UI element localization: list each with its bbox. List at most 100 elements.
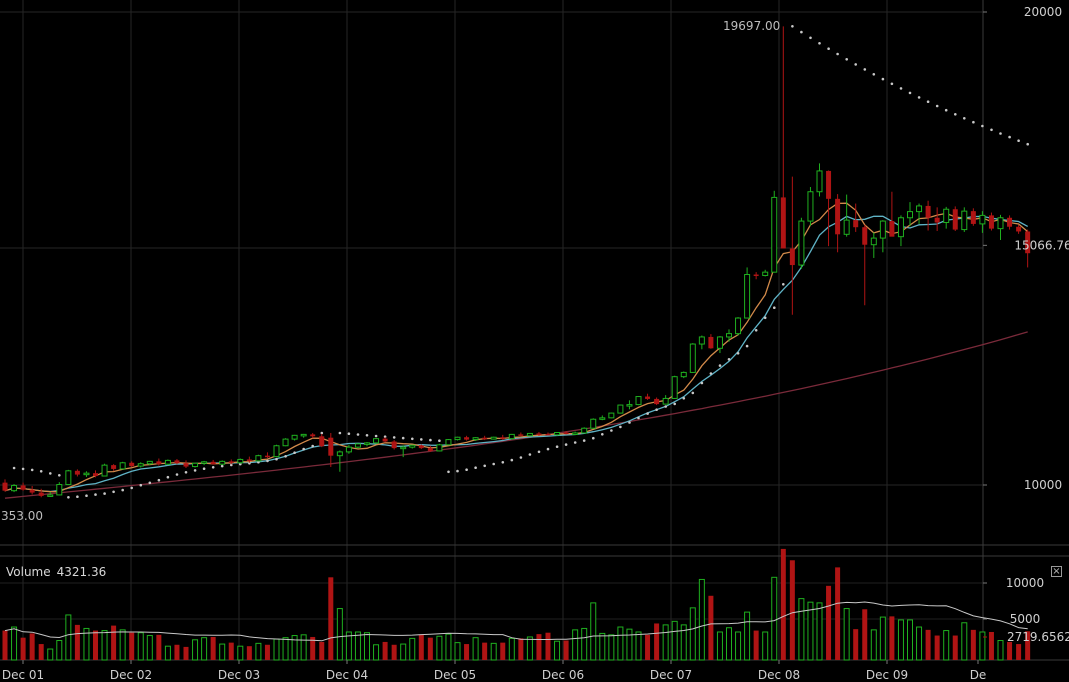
candle-body-up [345,446,352,453]
volume-bar-up [744,611,751,661]
sar-dot [972,120,975,124]
volume-bar-down [780,548,786,660]
sar-dot [736,352,740,355]
candle-body-down [418,445,424,449]
volume-bar-down [789,560,795,660]
volume-tick-label: 10000 [1006,576,1044,590]
candle-body-down [38,492,44,496]
sar-dot [365,434,369,437]
sar-dot [546,447,550,451]
candle-body-up [816,170,823,193]
volume-bar-up [816,602,823,661]
close-panel-icon[interactable]: × [1051,566,1062,577]
volume-bar-down [862,609,868,660]
candle-body-down [1016,226,1022,232]
candle-body-down [210,461,216,465]
sar-dot [573,441,577,444]
sar-dot [773,306,776,310]
sar-dot [981,124,984,128]
volume-bar-down [826,585,832,660]
candle-body-up [671,376,678,399]
candle-body-down [563,432,569,434]
volume-bar-up [689,607,696,661]
sar-dot [411,437,414,441]
sar-dot [926,100,930,103]
candle-body-up [164,459,171,465]
candle-body-up [843,219,850,235]
sar-dot [202,467,206,471]
volume-bar-down [536,634,542,660]
candle-body-up [979,214,986,225]
candle-body-up [454,436,461,441]
candle-body-down [29,489,35,493]
candle-body-up [744,274,751,319]
candle-body-down [853,220,859,228]
candle-body-down [536,433,542,435]
sar-dot [211,466,215,469]
candle-body-up [680,371,687,378]
volume-bar-up [698,578,705,661]
volume-bar-up [907,619,913,661]
candle-body-up [807,191,814,222]
volume-bar-up [445,633,452,661]
sar-dot [827,47,830,50]
candle-body-down [129,462,135,467]
sar-dot [1026,142,1029,146]
volume-tick-label: 5000 [1010,612,1041,626]
candle-body-down [246,459,252,461]
candle-body-up [101,464,108,477]
sar-dot [818,42,821,45]
candle-body-down [789,248,795,266]
candle-body-up [336,451,343,457]
candle-body-down [20,485,26,490]
volume-bar-down [952,635,958,660]
sar-dot [21,467,25,471]
candle-body-down [319,436,325,447]
volume-bar-down [246,646,252,660]
candle-body-up [354,443,361,448]
candle-body-down [835,198,841,235]
volume-bar-up [354,631,361,661]
sar-dot [863,68,867,71]
candle-body-up [798,220,805,266]
candle-body-up [590,418,597,429]
sar-dot [12,466,16,470]
price-tick-label: 15066.76 [1014,238,1069,252]
sar-dot [58,474,61,477]
candle-body-down [2,482,8,491]
volume-bar-up [65,614,72,661]
volume-bar-up [879,616,886,661]
sar-dot [610,429,613,432]
sar-dot [899,87,903,90]
volume-bar-up [771,576,778,661]
sar-dot [49,472,52,475]
price-tick-label: 10000 [1024,478,1062,492]
candle-body-up [364,442,370,445]
volume-bar-up [291,635,298,661]
candle-body-up [11,484,18,492]
sar-dot [646,412,649,415]
sar-dot [999,132,1002,135]
sar-dot [338,431,342,435]
volume-bar-up [508,637,515,661]
sar-dot [564,443,568,446]
candle-body-up [617,404,624,414]
volume-bar-down [319,641,325,660]
sar-dot [528,453,532,456]
sar-dot [800,30,803,34]
volume-bar-up [590,602,597,661]
volume-bar-down [38,644,44,660]
candle-body-down [545,433,551,436]
volume-bar-down [518,638,524,660]
x-tick-label: Dec 02 [110,668,152,682]
candle-body-up [146,460,153,465]
candle-body-down [780,197,786,249]
candle-body-up [65,470,72,486]
candle-body-up [192,462,199,468]
sar-dot [356,433,360,436]
ma-slow-line [4,331,1028,499]
candle-body-up [255,455,262,462]
sar-dot [184,471,188,474]
candle-body-up [762,271,769,276]
